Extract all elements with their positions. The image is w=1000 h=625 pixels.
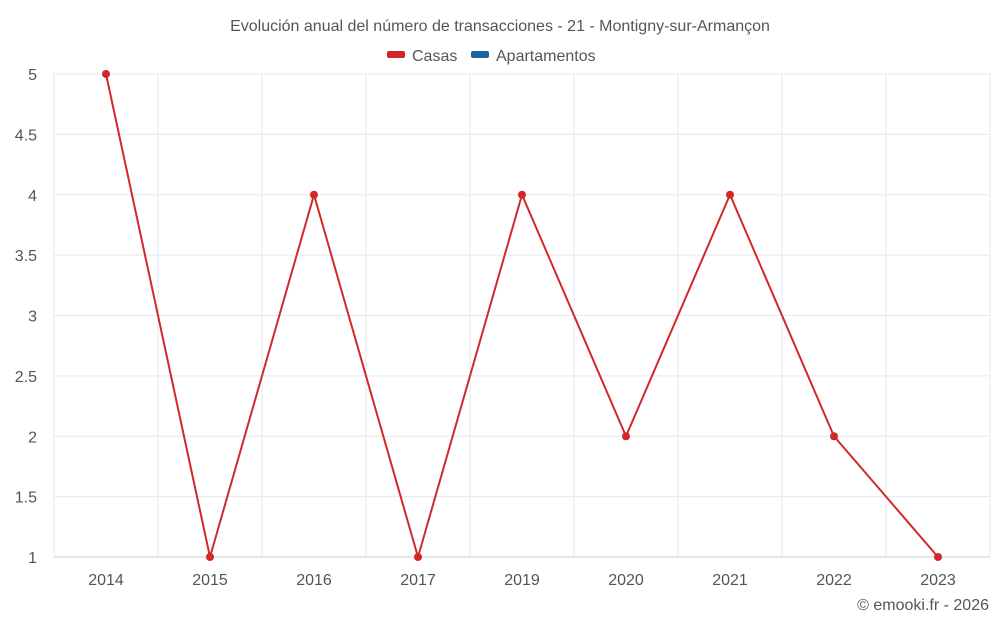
x-tick-label: 2016: [296, 572, 332, 589]
series-layer: [102, 70, 942, 561]
data-point-casas[interactable]: [622, 432, 630, 441]
data-point-casas[interactable]: [518, 190, 526, 199]
legend-item-apartamentos[interactable]: Apartamentos: [471, 48, 596, 65]
y-tick-label: 5: [28, 67, 37, 84]
y-tick-label: 2: [28, 429, 37, 446]
y-tick-label: 1.5: [15, 490, 37, 507]
x-tick-label: 2023: [920, 572, 956, 589]
y-tick-label: 3: [28, 309, 37, 326]
x-tick-label: 2022: [816, 572, 852, 589]
legend: Casas Apartamentos: [387, 48, 596, 65]
x-tick-labels: 2014 2015 2016 2017 2019 2020 2021 2022 2023: [88, 572, 956, 589]
data-point-casas[interactable]: [206, 553, 214, 561]
x-tick-label: 2017: [400, 572, 436, 589]
data-point-casas[interactable]: [102, 70, 110, 78]
x-tick-label: 2021: [712, 572, 748, 589]
y-tick-label: 3.5: [15, 248, 37, 265]
data-point-casas[interactable]: [726, 190, 734, 199]
legend-swatch-apartamentos: [471, 51, 489, 58]
credit-text: © emooki.fr - 2026: [857, 597, 989, 614]
chart-title: Evolución anual del número de transaccio…: [230, 18, 770, 35]
y-tick-labels: 1 1.5 2 2.5 3 3.5 4 4.5 5: [15, 67, 37, 567]
y-gridlines: [54, 73, 990, 498]
data-point-casas[interactable]: [830, 432, 838, 441]
x-tick-label: 2015: [192, 572, 228, 589]
y-tick-label: 4: [28, 188, 37, 205]
data-point-casas[interactable]: [414, 553, 422, 561]
x-tick-label: 2020: [608, 572, 644, 589]
y-tick-label: 4.5: [15, 127, 37, 144]
legend-item-casas[interactable]: Casas: [387, 48, 457, 65]
legend-label-apartamentos: Apartamentos: [496, 48, 596, 65]
legend-swatch-casas: [387, 51, 405, 58]
data-point-casas[interactable]: [934, 553, 942, 561]
y-tick-label: 1: [28, 550, 37, 567]
x-tick-label: 2014: [88, 572, 124, 589]
data-point-casas[interactable]: [310, 190, 318, 199]
legend-label-casas: Casas: [412, 48, 457, 65]
y-tick-label: 2.5: [15, 369, 37, 386]
x-tick-label: 2019: [504, 572, 540, 589]
